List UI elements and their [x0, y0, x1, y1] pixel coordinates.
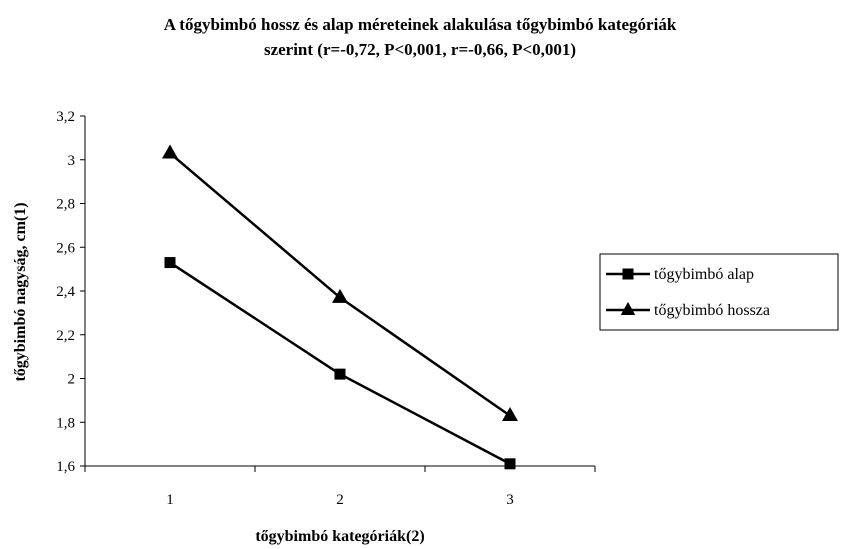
series-square [164, 257, 516, 470]
x-tick-label: 1 [166, 492, 174, 508]
y-tick-label: 2 [68, 372, 76, 388]
y-axis-title: tőgybimbó nagyság, cm(1) [12, 202, 29, 381]
legend-label: tőgybimbó alap [654, 266, 754, 283]
series-triangle [162, 144, 518, 422]
y-axis-ticks: 1,6 1,8 2 2,2 2,4 2,6 2,8 3 3,2 [56, 109, 85, 475]
data-point [334, 368, 346, 380]
data-point [504, 458, 516, 470]
data-point [164, 257, 176, 269]
x-axis-title: tőgybimbó kategóriák(2) [255, 528, 424, 545]
y-tick-label: 1,6 [56, 459, 75, 475]
y-tick-label: 2,4 [56, 284, 75, 300]
y-tick-label: 3,2 [56, 109, 75, 125]
legend-item: tőgybimbó alap [606, 266, 754, 283]
series-layer [162, 144, 518, 470]
legend: tőgybimbó alap tőgybimbó hossza [599, 253, 839, 331]
legend-box [599, 253, 839, 331]
y-tick-label: 2,2 [56, 328, 75, 344]
chart-title-line1: A tőgybimbó hossz és alap méreteinek ala… [164, 15, 677, 34]
y-tick-label: 2,8 [56, 197, 75, 213]
y-tick-label: 3 [68, 153, 76, 169]
data-point [332, 288, 348, 303]
y-tick-label: 2,6 [56, 240, 75, 256]
chart-title-line2: szerint (r=-0,72, P<0,001, r=-0,66, P<0,… [264, 40, 576, 59]
data-point [620, 301, 636, 316]
data-point [162, 144, 178, 159]
x-tick-label: 2 [336, 492, 344, 508]
data-point [502, 407, 518, 422]
legend-item: tőgybimbó hossza [606, 301, 770, 319]
x-tick-label: 3 [506, 492, 514, 508]
data-point [622, 268, 634, 280]
x-axis-ticks: 1 2 3 [84, 466, 596, 508]
legend-label: tőgybimbó hossza [654, 302, 770, 319]
y-tick-label: 1,8 [56, 415, 75, 431]
